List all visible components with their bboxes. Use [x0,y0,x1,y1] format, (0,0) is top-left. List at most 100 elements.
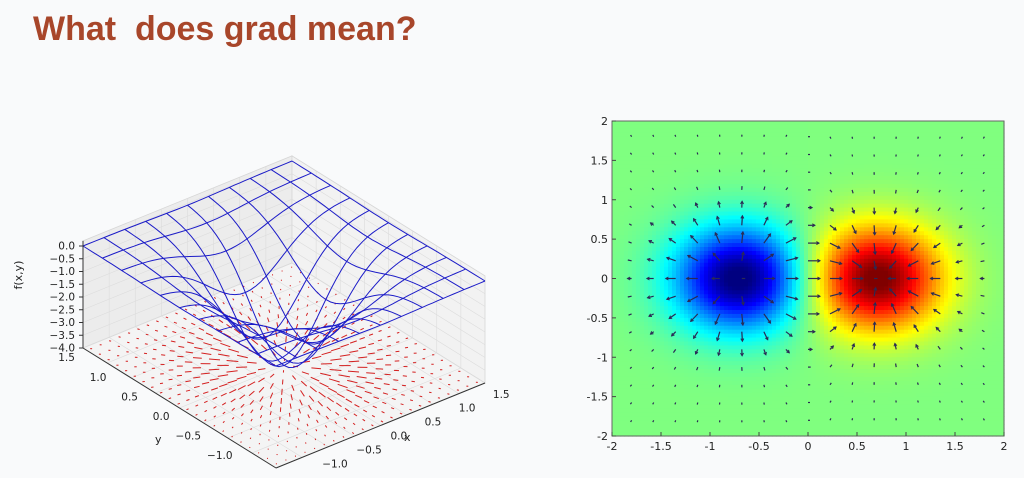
heatmap-cell [776,156,781,161]
heatmap-cell [660,302,665,307]
heatmap-cell [632,318,637,323]
heatmap-cell [720,125,725,130]
heatmap-cell [652,373,657,378]
heatmap-cell [744,381,749,386]
heatmap-cell [696,306,701,311]
heatmap-cell [688,129,693,134]
heatmap-cell [776,267,781,272]
heatmap-cell [824,322,829,327]
heatmap-cell [776,239,781,244]
heatmap-cell [728,428,733,433]
heatmap-cell [744,397,749,402]
heatmap-cell [680,318,685,323]
heatmap-cell [740,192,745,197]
heatmap-cell [692,393,697,398]
heatmap-cell [716,428,721,433]
heatmap-cell [828,180,833,185]
heatmap-cell [684,247,689,252]
heatmap-cell [672,243,677,248]
heatmap-cell [696,164,701,169]
heatmap-cell [776,357,781,362]
heatmap-cell [644,373,649,378]
heatmap-cell [620,338,625,343]
quiver-arrow [209,369,220,370]
heatmap-cell [656,322,661,327]
heatmap-cell [640,192,645,197]
heatmap-cell [708,279,713,284]
heatmap-cell [696,125,701,130]
heatmap-cell [632,353,637,358]
heatmap-cell [628,365,633,370]
heatmap-cell [772,405,777,410]
heatmap-cell [728,133,733,138]
heatmap-cell [668,428,673,433]
heatmap-cell [612,255,617,260]
heatmap-cell [688,204,693,209]
heatmap-cell [696,408,701,413]
heatmap-cell [616,137,621,142]
heatmap-cell [740,306,745,311]
heatmap-cell [732,294,737,299]
heatmap-cell [800,279,805,284]
heatmap-cell [816,212,821,217]
heatmap-cell [780,401,785,406]
heatmap-cell [704,271,709,276]
heatmap-cell [772,349,777,354]
heatmap-cell [728,393,733,398]
heatmap-cell [700,353,705,358]
heatmap-cell [640,188,645,193]
heatmap-cell [708,345,713,350]
heatmap-cell [768,227,773,232]
heatmap-cell [656,326,661,331]
heatmap-cell [800,168,805,173]
heatmap-cell [620,137,625,142]
heatmap-cell [712,267,717,272]
heatmap-cell [688,393,693,398]
heatmap-cell [616,290,621,295]
heatmap-cell [804,160,809,165]
heatmap-cell [644,149,649,154]
heatmap-cell [812,361,817,366]
heatmap-cell [796,263,801,268]
heatmap-cell [720,247,725,252]
heatmap-cell [740,361,745,366]
heatmap-cell [740,141,745,146]
heatmap-cell [784,235,789,240]
heatmap-cell [668,361,673,366]
heatmap-cell [692,153,697,158]
heatmap-cell [820,318,825,323]
quiver-arrow [252,291,253,292]
heatmap-cell [616,330,621,335]
heatmap-cell [732,133,737,138]
heatmap-cell [728,314,733,319]
heatmap-cell [784,212,789,217]
heatmap-cell [612,164,617,169]
heatmap-cell [768,393,773,398]
heatmap-cell [800,298,805,303]
heatmap-cell [632,235,637,240]
quiver-arrow [146,334,149,335]
heatmap-cell [660,361,665,366]
heatmap-cell [648,137,653,142]
heatmap-cell [636,420,641,425]
heatmap-cell [736,149,741,154]
heatmap-cell [720,216,725,221]
heatmap-cell [628,353,633,358]
heatmap-cell [820,298,825,303]
heatmap-cell [824,192,829,197]
heatmap-cell [704,188,709,193]
heatmap-cell [636,188,641,193]
heatmap-cell [640,385,645,390]
heatmap-cell [784,231,789,236]
heatmap-cell [780,247,785,252]
heatmap-cell [700,361,705,366]
heatmap-cell [688,271,693,276]
heatmap-cell [680,149,685,154]
heatmap-cell [672,393,677,398]
heatmap-cell [788,263,793,268]
heatmap-cell [736,227,741,232]
heatmap-cell [708,349,713,354]
heatmap-cell [656,235,661,240]
heatmap-cell [708,184,713,189]
heatmap-cell [744,121,749,126]
